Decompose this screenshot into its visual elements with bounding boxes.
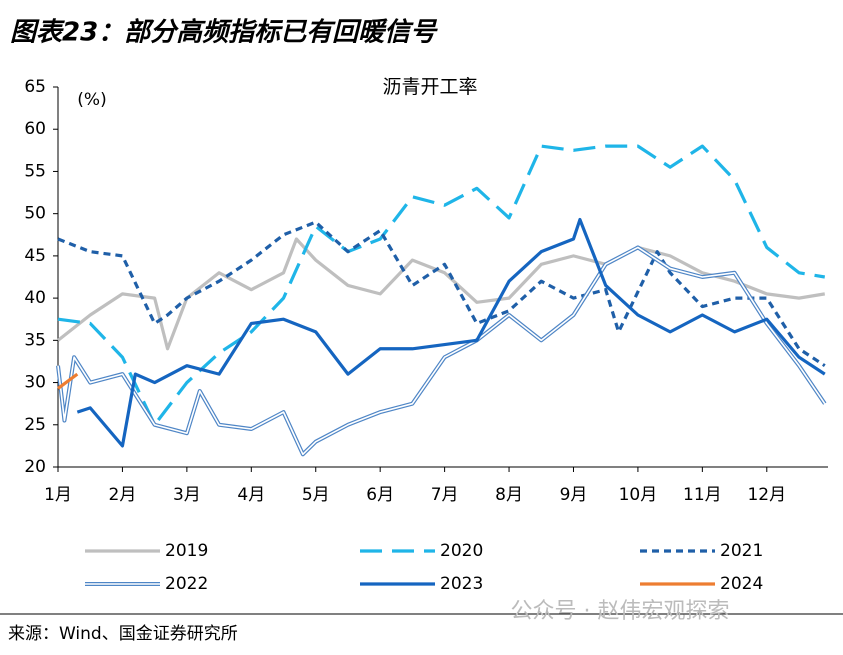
y-tick-label: 45: [24, 246, 46, 266]
y-tick-label: 65: [24, 77, 46, 97]
source: 来源：Wind、国金证券研究所: [8, 624, 238, 644]
y-tick-label: 35: [24, 330, 46, 350]
watermark: 公众号 · 赵伟宏观探索: [511, 599, 730, 624]
x-tick-label: 1月: [44, 485, 72, 505]
x-tick-label: 2月: [109, 485, 137, 505]
chart-title: 沥青开工率: [382, 76, 477, 98]
x-tick-label: 11月: [683, 485, 722, 505]
legend-label: 2019: [165, 541, 208, 561]
series-line: [57, 144, 826, 427]
series-line: [76, 217, 826, 448]
series-line-inner: [57, 246, 826, 456]
y-tick-label: 50: [24, 204, 46, 224]
series-line: [57, 372, 79, 390]
x-tick-label: 5月: [302, 485, 330, 505]
y-tick-label: 30: [24, 373, 46, 393]
legend-label: 2024: [720, 574, 763, 594]
x-tick-label: 4月: [237, 485, 265, 505]
x-tick-label: 10月: [619, 485, 658, 505]
x-tick-label: 6月: [366, 485, 394, 505]
legend-label: 2023: [440, 574, 483, 594]
x-tick-label: 12月: [747, 485, 786, 505]
y-axis-label: (%): [77, 90, 106, 110]
x-tick-label: 7月: [431, 485, 459, 505]
y-tick-label: 40: [24, 288, 46, 308]
legend-label: 2022: [165, 574, 208, 594]
series-line: [57, 220, 826, 368]
y-tick-label: 25: [24, 415, 46, 435]
x-tick-label: 8月: [495, 485, 523, 505]
legend-label: 2021: [720, 541, 763, 561]
y-tick-label: 60: [24, 119, 46, 139]
x-tick-label: 9月: [560, 485, 588, 505]
y-tick-label: 55: [24, 161, 46, 181]
y-tick-label: 20: [24, 457, 46, 477]
page-title: 图表23：部分高频指标已有回暖信号: [10, 18, 438, 48]
series-line: [56, 245, 827, 457]
legend-label: 2020: [440, 541, 483, 561]
series-line: [57, 237, 826, 351]
x-tick-label: 3月: [173, 485, 201, 505]
